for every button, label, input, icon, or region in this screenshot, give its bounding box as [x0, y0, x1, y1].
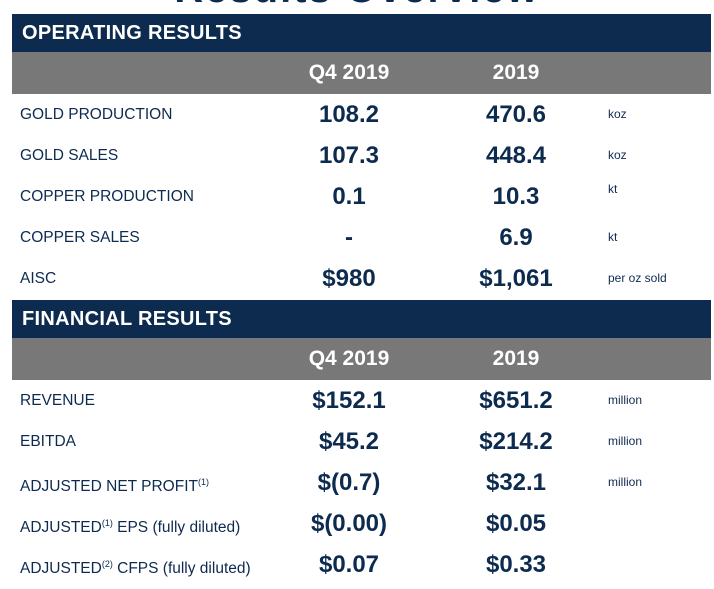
unit-label: million [608, 393, 643, 407]
fy-value: 6.9 [499, 224, 533, 251]
row-label: REVENUE [20, 392, 95, 409]
q4-value: $152.1 [312, 387, 386, 414]
row-label: EBITDA [20, 433, 76, 450]
unit-label: koz [608, 107, 627, 121]
row-label: ADJUSTED(2) CFPS (fully diluted) [20, 544, 251, 589]
financial-results-section: FINANCIAL RESULTS Q4 2019 2019 REVENUE $… [12, 300, 711, 585]
row-label: ADJUSTED(1) EPS (fully diluted) [20, 503, 240, 548]
q4-value: 107.3 [318, 142, 380, 169]
row-label: GOLD PRODUCTION [20, 106, 173, 123]
table-row-adjusted-eps: ADJUSTED(1) EPS (fully diluted) $(0.00) … [12, 503, 711, 544]
unit-label: kt [608, 230, 618, 244]
unit-label: per oz sold [608, 271, 667, 285]
label-suffix: CFPS (fully diluted) [112, 560, 251, 577]
row-label: COPPER SALES [20, 229, 140, 246]
q4-value: - [345, 224, 353, 251]
footnote-marker: (1) [197, 477, 209, 487]
label-text: ADJUSTED [20, 560, 102, 577]
table-row-copper-sales: COPPER SALES - 6.9 kt [12, 217, 711, 258]
footnote-marker: (2) [101, 559, 113, 569]
table-row-aisc: AISC $980 $1,061 per oz sold [12, 258, 711, 299]
table-row-copper-production: COPPER PRODUCTION 0.1 10.3 kt [12, 176, 711, 217]
unit-label: million [608, 434, 643, 448]
fy-value: $32.1 [485, 469, 547, 496]
table-row-gold-sales: GOLD SALES 107.3 448.4 koz [12, 135, 711, 176]
fy-value: 10.3 [492, 183, 540, 210]
financial-column-header: Q4 2019 2019 [12, 338, 711, 380]
fy-value: 470.6 [485, 101, 547, 128]
label-suffix: EPS (fully diluted) [112, 519, 241, 536]
table-row-ebitda: EBITDA $45.2 $214.2 million [12, 421, 711, 462]
q4-value: 0.1 [332, 183, 366, 210]
row-label: COPPER PRODUCTION [20, 188, 194, 205]
column-q4-2019: Q4 2019 [308, 347, 390, 370]
fy-value: 448.4 [485, 142, 547, 169]
unit-label: million [608, 475, 643, 489]
q4-value: $980 [322, 265, 376, 292]
footnote-marker: (1) [101, 518, 113, 528]
fy-value: $214.2 [479, 428, 553, 455]
table-row-adjusted-net-profit: ADJUSTED NET PROFIT(1) $(0.7) $32.1 mill… [12, 462, 711, 503]
label-text: ADJUSTED [20, 519, 102, 536]
table-row-adjusted-cfps: ADJUSTED(2) CFPS (fully diluted) $0.07 $… [12, 544, 711, 585]
column-q4-2019: Q4 2019 [308, 61, 390, 84]
q4-value: 108.2 [318, 101, 380, 128]
label-text: ADJUSTED NET PROFIT [20, 478, 198, 495]
column-2019: 2019 [492, 61, 540, 84]
fy-value: $0.33 [485, 551, 547, 578]
page-heading: Results Overview [0, 0, 714, 8]
q4-value: $0.07 [318, 551, 380, 578]
row-label: AISC [20, 270, 57, 287]
unit-label: kt [608, 182, 618, 196]
q4-value: $(0.7) [317, 469, 381, 496]
financial-results-title: FINANCIAL RESULTS [12, 300, 711, 338]
table-row-gold-production: GOLD PRODUCTION 108.2 470.6 koz [12, 94, 711, 135]
fy-value: $0.05 [485, 510, 547, 537]
unit-label: koz [608, 148, 627, 162]
row-label: ADJUSTED NET PROFIT(1) [20, 462, 209, 507]
q4-value: $(0.00) [310, 510, 388, 537]
q4-value: $45.2 [318, 428, 380, 455]
table-row-revenue: REVENUE $152.1 $651.2 million [12, 380, 711, 421]
operating-column-header: Q4 2019 2019 [12, 52, 711, 94]
row-label: GOLD SALES [20, 147, 119, 164]
column-2019: 2019 [492, 347, 540, 370]
fy-value: $1,061 [479, 265, 553, 292]
operating-results-section: OPERATING RESULTS Q4 2019 2019 GOLD PROD… [12, 14, 711, 299]
fy-value: $651.2 [479, 387, 553, 414]
operating-results-title: OPERATING RESULTS [12, 14, 711, 52]
